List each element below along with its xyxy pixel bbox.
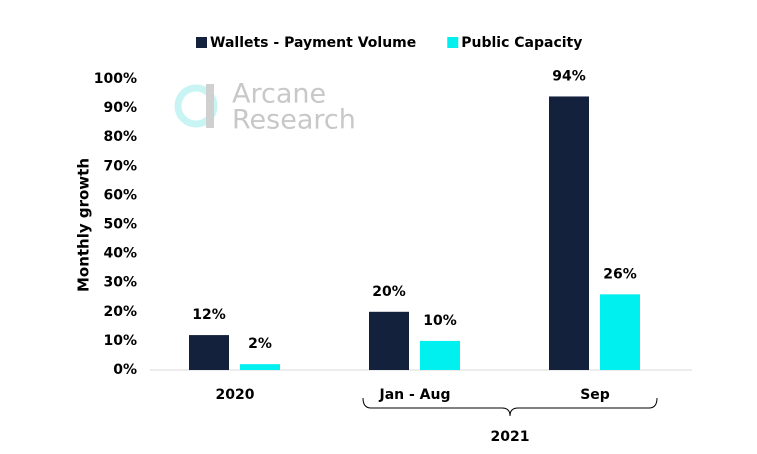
watermark-logo (174, 84, 218, 128)
bar (189, 335, 229, 370)
bar (600, 294, 640, 370)
y-tick-label: 100% (94, 71, 137, 87)
legend-swatch (447, 37, 459, 48)
watermark: Arcane (232, 79, 326, 110)
value-label: 2% (248, 336, 272, 352)
y-tick-label: 80% (103, 129, 137, 145)
y-tick-label: 0% (113, 362, 137, 378)
group-brace (362, 397, 658, 417)
y-tick-label: 50% (103, 217, 137, 233)
y-tick-label: 40% (103, 246, 137, 262)
legend-label: Public Capacity (461, 35, 582, 51)
y-tick-label: 90% (103, 100, 137, 116)
y-axis-label: Monthly growth (75, 158, 93, 292)
bar (549, 96, 589, 371)
bar (420, 340, 460, 370)
logo-bar (206, 84, 214, 128)
y-tick-label: 20% (103, 304, 137, 320)
value-label: 10% (423, 313, 457, 329)
watermark: Research (232, 105, 356, 136)
x-tick-label: Sep (580, 387, 610, 403)
bar (240, 364, 280, 370)
y-tick-label: 10% (103, 333, 137, 349)
y-tick-label: 60% (103, 187, 137, 203)
bar (369, 311, 409, 370)
y-tick-label: 30% (103, 275, 137, 291)
legend-label: Wallets - Payment Volume (210, 35, 416, 51)
legend-swatch (196, 37, 207, 48)
group-label: 2021 (491, 429, 530, 445)
value-label: 94% (552, 68, 586, 84)
value-label: 20% (372, 284, 406, 300)
y-tick-label: 70% (103, 158, 137, 174)
value-label: 26% (603, 266, 637, 282)
x-tick-label: 2020 (216, 387, 255, 403)
value-label: 12% (192, 307, 226, 323)
x-tick-label: Jan - Aug (378, 387, 450, 403)
